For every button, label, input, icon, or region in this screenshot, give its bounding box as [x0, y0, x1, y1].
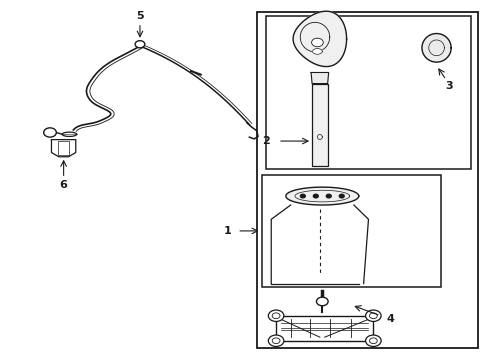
Circle shape — [43, 128, 56, 137]
Text: 3: 3 — [444, 81, 451, 91]
Polygon shape — [421, 33, 450, 62]
Bar — [256, 12, 477, 348]
Circle shape — [316, 297, 327, 306]
Circle shape — [135, 41, 144, 48]
Circle shape — [365, 335, 380, 346]
Bar — [266, 16, 469, 169]
Circle shape — [313, 194, 318, 198]
Text: 2: 2 — [262, 136, 269, 146]
Circle shape — [369, 313, 376, 319]
Bar — [311, 84, 327, 166]
Polygon shape — [292, 11, 346, 67]
Circle shape — [272, 338, 280, 343]
Text: 4: 4 — [386, 314, 393, 324]
Circle shape — [369, 338, 376, 343]
Text: 1: 1 — [223, 226, 231, 236]
Bar — [58, 141, 69, 155]
Ellipse shape — [62, 132, 77, 136]
Polygon shape — [310, 73, 328, 84]
Bar — [276, 316, 372, 341]
Circle shape — [339, 194, 344, 198]
Polygon shape — [51, 140, 76, 157]
Polygon shape — [285, 187, 358, 205]
Circle shape — [365, 310, 380, 321]
Circle shape — [268, 310, 284, 321]
Circle shape — [272, 313, 280, 319]
Circle shape — [325, 194, 330, 198]
Polygon shape — [312, 49, 322, 54]
Circle shape — [300, 194, 305, 198]
Circle shape — [268, 335, 284, 346]
Text: 5: 5 — [136, 11, 143, 21]
Circle shape — [311, 38, 323, 47]
Text: 6: 6 — [60, 180, 67, 190]
Bar — [261, 175, 441, 287]
